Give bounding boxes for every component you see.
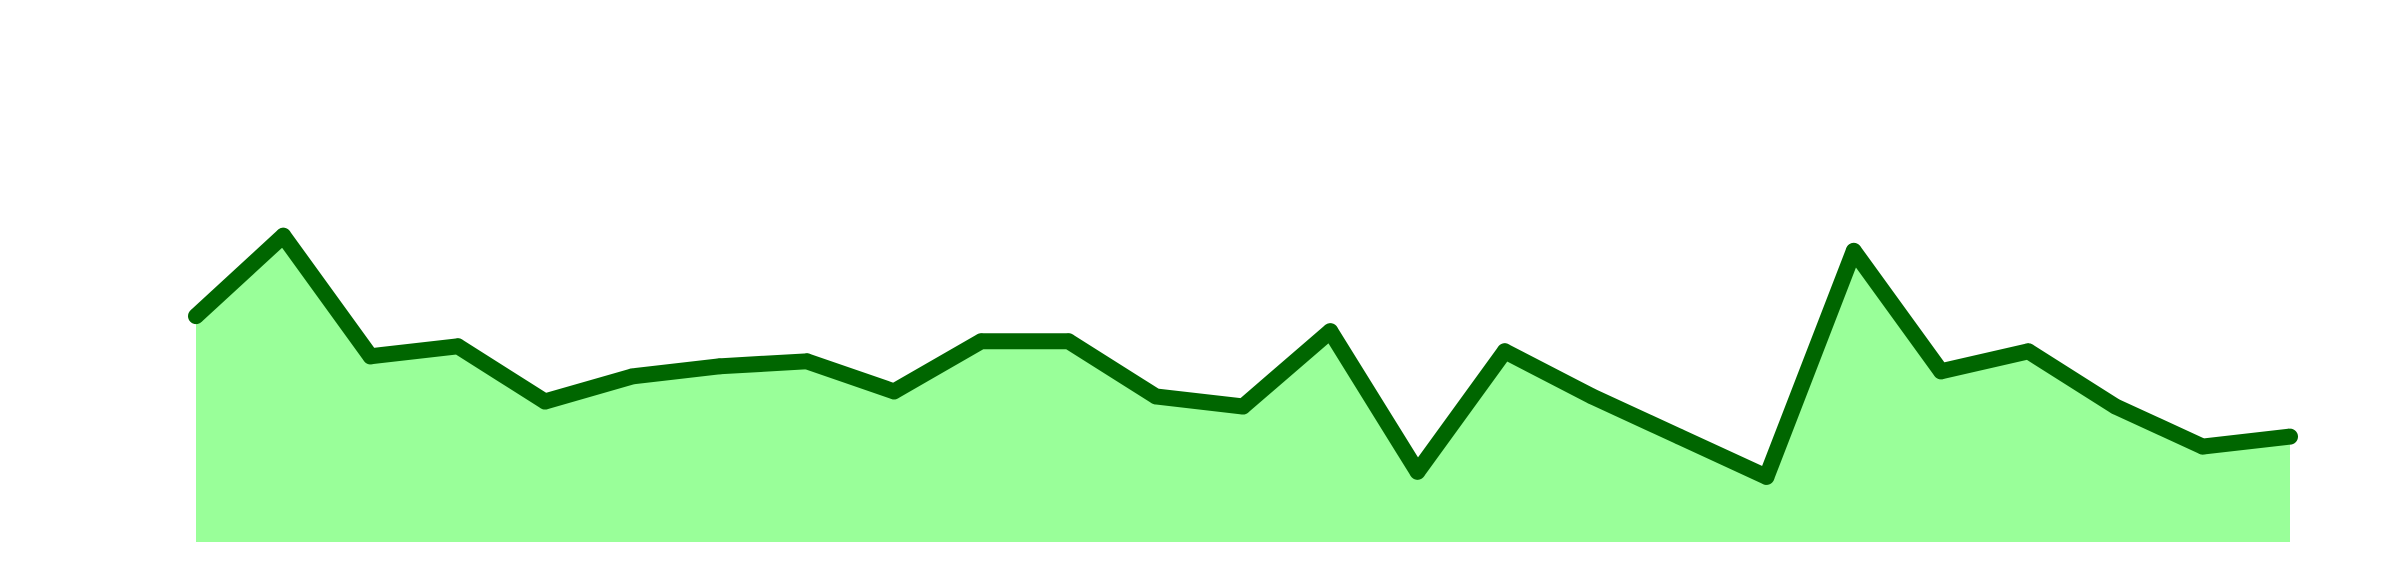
data-point	[275, 227, 292, 244]
series-area	[196, 235, 2290, 543]
plot-area	[188, 227, 2298, 543]
data-point	[973, 333, 990, 350]
data-point	[2194, 438, 2211, 455]
data-point	[1409, 463, 1426, 480]
data-point	[1584, 388, 1600, 405]
data-point	[1235, 398, 1251, 415]
data-point	[798, 353, 815, 370]
data-point	[362, 348, 379, 365]
data-point	[449, 338, 466, 355]
data-point	[1758, 468, 1775, 485]
data-point	[1671, 428, 1688, 445]
data-point	[1060, 333, 1077, 350]
data-point	[711, 358, 728, 375]
data-point	[2020, 343, 2037, 360]
data-point	[886, 383, 902, 400]
data-point	[1845, 242, 1862, 259]
data-point	[624, 368, 641, 385]
data-point	[1147, 388, 1164, 405]
data-point	[188, 308, 204, 325]
data-point	[537, 393, 553, 410]
data-point	[1933, 363, 1949, 380]
data-point	[1496, 343, 1513, 360]
data-point	[1322, 323, 1339, 340]
data-point	[2282, 428, 2298, 445]
data-point	[2107, 398, 2124, 415]
